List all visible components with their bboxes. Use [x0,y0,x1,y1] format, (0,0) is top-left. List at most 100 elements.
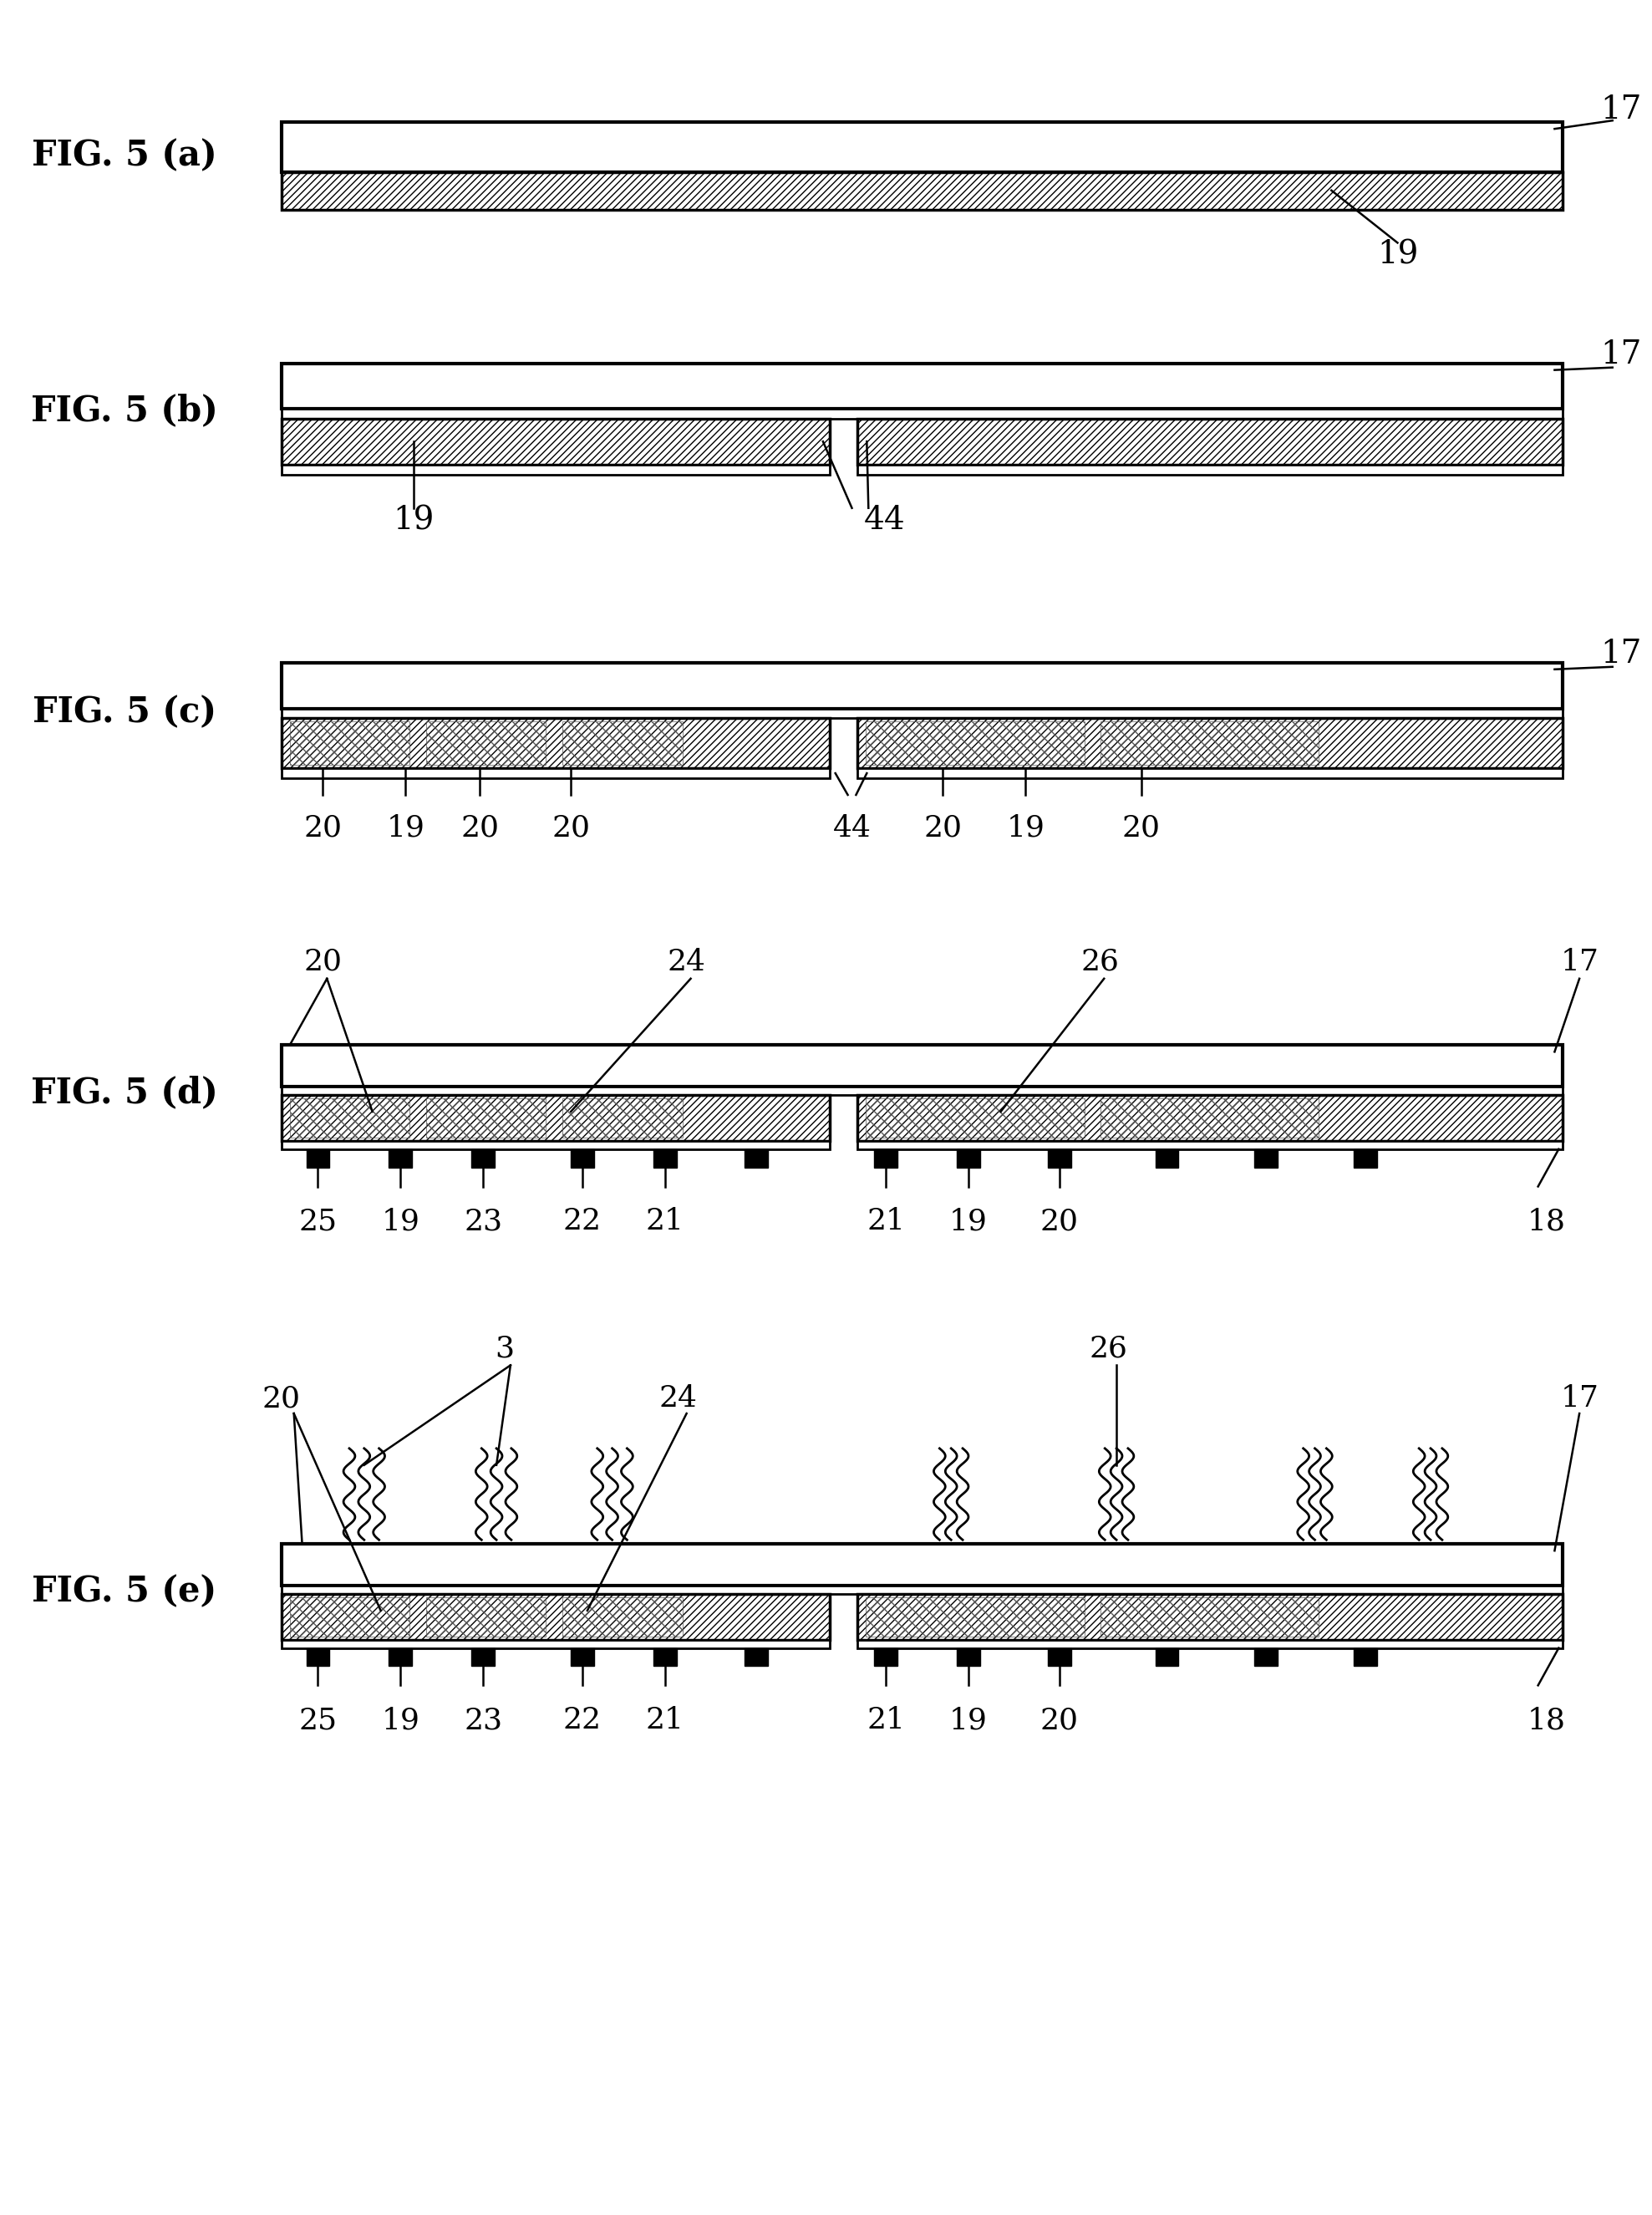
Bar [281,1595,829,1639]
Bar [281,1639,829,1648]
Bar [1100,1099,1318,1139]
Text: 20: 20 [923,813,961,842]
Bar [471,1150,494,1167]
Bar [857,419,1563,465]
Text: 20: 20 [1122,813,1160,842]
Bar [289,1099,410,1139]
Text: 26: 26 [1089,1333,1127,1362]
Bar [563,1099,682,1139]
Bar [281,363,1563,410]
Text: FIG. 5 (c): FIG. 5 (c) [33,696,216,731]
Bar [1353,1150,1376,1167]
Bar [572,1150,595,1167]
Text: 21: 21 [646,1706,684,1734]
Bar [306,1648,329,1666]
Bar [281,173,1563,210]
Bar [1254,1150,1277,1167]
Bar [1353,1648,1376,1666]
Text: 20: 20 [304,948,342,977]
Text: 20: 20 [263,1384,301,1413]
Bar [281,1586,1563,1595]
Text: 23: 23 [464,1207,502,1236]
Bar [654,1150,677,1167]
Text: 24: 24 [659,1384,697,1413]
Bar [426,1597,547,1637]
Bar [1100,722,1318,764]
Text: 22: 22 [563,1207,601,1236]
Bar [1254,1648,1277,1666]
Bar [1155,1150,1178,1167]
Bar [1100,1597,1318,1637]
Text: 19: 19 [382,1207,420,1236]
Bar [745,1150,768,1167]
Text: 20: 20 [552,813,590,842]
Bar [957,1648,980,1666]
Text: 44: 44 [833,813,871,842]
Bar [857,465,1563,474]
Text: 18: 18 [1526,1207,1566,1236]
Text: 17: 17 [1601,339,1642,370]
Bar [281,1088,1563,1094]
Bar [857,1639,1563,1648]
Bar [289,1597,410,1637]
Bar [281,410,1563,419]
Text: 24: 24 [667,948,705,977]
Text: FIG. 5 (e): FIG. 5 (e) [31,1575,216,1608]
Text: 19: 19 [1376,239,1417,270]
Bar [426,722,547,764]
Bar [388,1150,411,1167]
Bar [1047,1150,1070,1167]
Text: FIG. 5 (b): FIG. 5 (b) [31,394,218,427]
Bar [857,1595,1563,1639]
Bar [857,718,1563,769]
Text: 20: 20 [1041,1207,1079,1236]
Bar [866,1099,1084,1139]
Text: 19: 19 [950,1207,988,1236]
Bar [745,1648,768,1666]
Bar [426,1099,547,1139]
Text: 25: 25 [299,1706,337,1734]
Text: 20: 20 [304,813,342,842]
Text: 19: 19 [950,1706,988,1734]
Bar [1155,1648,1178,1666]
Text: 25: 25 [299,1207,337,1236]
Text: 19: 19 [387,813,425,842]
Text: 17: 17 [1601,638,1642,669]
Bar [281,1094,829,1141]
Bar [563,1597,682,1637]
Bar [857,769,1563,777]
Bar [471,1648,494,1666]
Text: 23: 23 [464,1706,502,1734]
Text: 19: 19 [393,505,434,536]
Bar [281,769,829,777]
Bar [866,1597,1084,1637]
Text: 19: 19 [1006,813,1044,842]
Bar [572,1648,595,1666]
Bar [874,1648,897,1666]
Text: 21: 21 [867,1207,905,1236]
Text: 21: 21 [646,1207,684,1236]
Text: 20: 20 [461,813,499,842]
Text: 44: 44 [864,505,905,536]
Bar [281,662,1563,709]
Bar [866,722,1084,764]
Bar [957,1150,980,1167]
Bar [281,1045,1563,1088]
Text: 20: 20 [1041,1706,1079,1734]
Bar [281,709,1563,718]
Text: 19: 19 [382,1706,420,1734]
Bar [306,1150,329,1167]
Bar [281,122,1563,173]
Bar [563,722,682,764]
Bar [654,1648,677,1666]
Bar [281,419,829,465]
Bar [289,722,410,764]
Text: 17: 17 [1601,95,1642,126]
Bar [857,1094,1563,1141]
Text: FIG. 5 (d): FIG. 5 (d) [31,1074,218,1110]
Text: 17: 17 [1559,1384,1599,1413]
Bar [1047,1648,1070,1666]
Text: 17: 17 [1559,948,1599,977]
Text: 26: 26 [1080,948,1118,977]
Bar [388,1648,411,1666]
